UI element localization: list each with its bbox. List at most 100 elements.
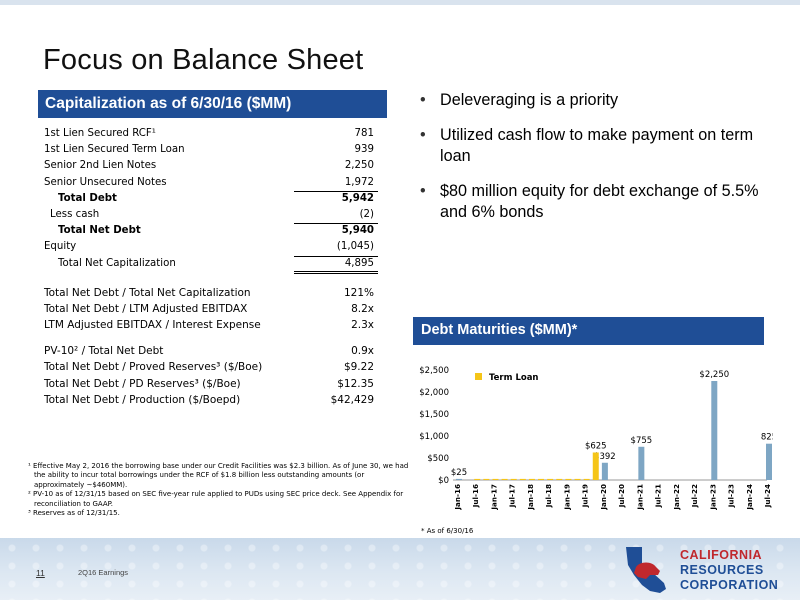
data-label: $392 (594, 452, 616, 462)
ratio-row: Total Net Debt / Proved Reserves³ ($/Boe… (44, 359, 378, 375)
term-loan-bar (583, 478, 590, 480)
logo-text: CALIFORNIA RESOURCES CORPORATION (680, 548, 778, 593)
row-value: 4,895 (344, 257, 374, 269)
term-loan-bar (519, 478, 526, 480)
y-tick-label: $0 (438, 476, 449, 486)
logo-line: CORPORATION (680, 578, 779, 592)
y-tick-label: $2,500 (419, 366, 449, 376)
row-label: 1st Lien Secured Term Loan (44, 144, 185, 156)
logo-line: RESOURCES (680, 563, 764, 577)
x-tick-label: Jul-22 (690, 484, 699, 508)
table-row: Equity (1,045) (44, 239, 378, 255)
ratio-value: 121% (343, 286, 374, 299)
data-label: 825 (761, 433, 773, 443)
ratio-value: $42,429 (330, 393, 374, 406)
bullet-dot-icon: • (420, 182, 426, 200)
capitalization-header: Capitalization as of 6/30/16 ($MM) (38, 90, 387, 118)
data-label: $755 (631, 436, 653, 446)
ratio-row: LTM Adjusted EBITDAX / Interest Expense 2… (44, 317, 378, 333)
maturity-bar (601, 462, 608, 480)
row-label: Less cash (50, 208, 100, 220)
debt-maturities-chart: $0 $500 $1,000 $1,500 $2,000 $2,500 Jan-16 Jul-… (413, 360, 777, 525)
footnotes: ¹ Effective May 2, 2016 the borrowing ba… (28, 462, 416, 518)
x-tick-label: Jul-16 (471, 484, 480, 508)
y-tick-label: $500 (427, 454, 449, 464)
table-row: Less cash (2) (44, 207, 378, 223)
ratio-label: Total Net Debt / Total Net Capitalizatio… (44, 286, 251, 299)
row-value: 5,940 (341, 225, 374, 237)
page-number: 11 (36, 568, 45, 578)
footnote: ² PV-10 as of 12/31/15 based on SEC five… (28, 490, 404, 508)
ratio-value: $9.22 (343, 361, 374, 374)
top-rule (0, 0, 800, 5)
ratio-label: Total Net Debt / PD Reserves³ ($/Boe) (44, 377, 241, 390)
term-loan-bar (574, 478, 581, 480)
logo-line: CALIFORNIA (680, 548, 763, 562)
term-loan-bar (501, 478, 508, 480)
ratio-label: PV-10² / Total Net Debt (44, 345, 164, 358)
legend-swatch (475, 373, 482, 380)
ratio-row: Total Net Debt / Production ($/Boepd) $42… (44, 392, 378, 408)
california-map-icon (626, 547, 666, 593)
bullet-dot-icon: • (420, 126, 426, 144)
x-tick-label: Jan-21 (635, 484, 644, 511)
ratio-value: $12.35 (337, 377, 374, 390)
term-loan-bar (565, 478, 572, 480)
data-label: $625 (585, 442, 607, 452)
x-tick-label: Jan-20 (599, 484, 608, 511)
x-tick-label: Jul-23 (727, 484, 736, 508)
table-row-total-debt: Total Debt 5,942 (44, 190, 378, 207)
maturity-bar (711, 381, 718, 480)
x-tick-label: Jul-21 (654, 484, 663, 508)
capitalization-table: 1st Lien Secured RCF¹ 781 1st Lien Secure… (44, 126, 378, 408)
maturity-bar (456, 478, 462, 480)
term-loan-bar (483, 478, 490, 480)
x-tick-label: Jul-17 (508, 484, 517, 508)
x-tick-label: Jan-17 (489, 484, 498, 511)
ratio-value: 0.9x (351, 345, 374, 358)
x-tick-label: Jan-18 (526, 484, 535, 511)
x-tick-label: Jan-22 (672, 484, 681, 511)
row-value: (1,045) (336, 241, 374, 253)
term-loan-bar (474, 478, 481, 480)
ratio-label: Total Net Debt / LTM Adjusted EBITDAX (44, 302, 248, 315)
x-tick-label: Jan-23 (708, 484, 717, 511)
row-label: 1st Lien Secured RCF¹ (44, 128, 156, 139)
table-row-total-net-debt: Total Net Debt 5,940 (44, 223, 378, 239)
maturity-bar (766, 443, 772, 480)
term-loan-bar (592, 452, 599, 480)
company-logo: CALIFORNIA RESOURCES CORPORATION (620, 545, 790, 595)
bullet-dot-icon: • (420, 91, 426, 109)
x-tick-label: Jan-24 (745, 484, 754, 511)
table-row-total-net-capitalization: Total Net Capitalization 4,895 (44, 255, 378, 274)
x-tick-label: Jul-19 (581, 484, 590, 508)
data-label: $25 (451, 468, 467, 478)
ratio-value: 2.3x (351, 319, 374, 332)
table-row: 1st Lien Secured RCF¹ 781 (44, 126, 378, 142)
row-label: Senior Unsecured Notes (44, 176, 167, 188)
ratio-row: Total Net Debt / Total Net Capitalizatio… (44, 285, 378, 301)
row-value: (2) (359, 208, 374, 220)
x-tick-label: Jul-24 (763, 484, 772, 508)
row-label: Total Net Capitalization (58, 257, 176, 269)
term-loan-bar (538, 478, 545, 480)
table-row: 1st Lien Secured Term Loan 939 (44, 142, 378, 158)
bullet-list: • Deleveraging is a priority • Utilized ca… (418, 90, 778, 237)
bullet-item: • Deleveraging is a priority (418, 90, 778, 111)
row-value: 939 (354, 144, 374, 156)
x-tick-label: Jan-16 (453, 484, 462, 511)
table-row: Senior Unsecured Notes 1,972 (44, 175, 378, 191)
row-value: 2,250 (344, 160, 374, 172)
slide-title: Focus on Balance Sheet (43, 44, 364, 76)
term-loan-bar (547, 478, 554, 480)
y-tick-label: $2,000 (419, 388, 449, 398)
legend-label: Term Loan (489, 373, 539, 383)
term-loan-bar (492, 478, 499, 480)
maturity-bar (638, 446, 645, 480)
footnote: ¹ Effective May 2, 2016 the borrowing ba… (28, 462, 409, 489)
as-of-note: * As of 6/30/16 (421, 527, 474, 535)
bullet-text: $80 million equity for debt exchange of … (440, 182, 759, 221)
ratio-row: Total Net Debt / LTM Adjusted EBITDAX 8.2… (44, 301, 378, 317)
footnote: ³ Reserves as of 12/31/15. (28, 509, 120, 518)
